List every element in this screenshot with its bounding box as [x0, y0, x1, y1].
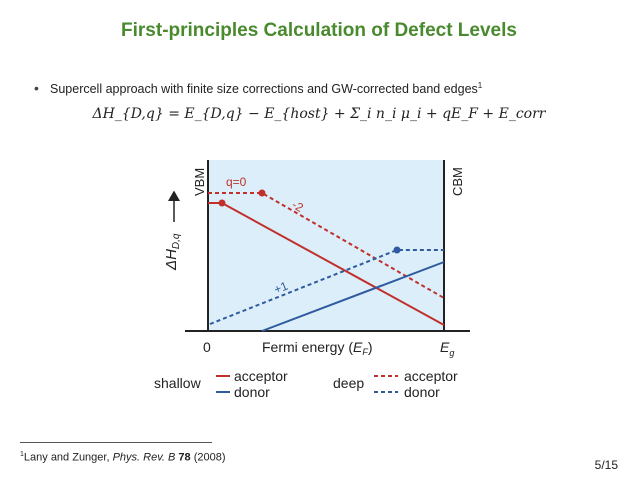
shallow-acceptor-transition-point: [218, 199, 226, 207]
bullet-marker: •: [34, 80, 39, 96]
footnote-year: (2008): [190, 451, 226, 464]
y-axis-label: ΔHD,q: [163, 233, 182, 271]
footnote-volume: 78: [178, 451, 191, 464]
charge-label-plus1: +1: [272, 279, 290, 297]
deep-donor-line: [209, 249, 444, 325]
footnote: 1Lany and Zunger, Phys. Rev. B 78 (2008): [20, 451, 226, 464]
bullet-text-content: Supercell approach with finite size corr…: [50, 82, 478, 97]
bullet-text: Supercell approach with finite size corr…: [50, 81, 482, 96]
slide-title: First-principles Calculation of Defect L…: [121, 20, 517, 41]
footnote-divider: [20, 442, 212, 443]
page-number: 5/15: [594, 458, 618, 472]
legend-shallow-donor-label: donor: [234, 384, 270, 400]
cbm-label: CBM: [450, 167, 465, 196]
vbm-label: VBM: [192, 168, 207, 196]
deep-acceptor-transition-point: [258, 189, 266, 197]
legend-shallow-acceptor-label: acceptor: [234, 368, 288, 384]
formation-energy-equation: ΔH_{D,q} = E_{D,q} − E_{host} + Σ_i n_i …: [92, 106, 546, 122]
legend-deep-label: deep: [333, 375, 364, 391]
legend-deep-donor-label: donor: [404, 384, 440, 400]
footnote-authors: Lany and Zunger,: [23, 451, 113, 464]
shallow-acceptor-line: [221, 202, 445, 326]
x-axis-label: Fermi energy (EF): [262, 339, 373, 357]
footnote-journal: Phys. Rev. B: [112, 451, 179, 464]
x-axis-zero-label: 0: [203, 339, 211, 355]
bullet-ref-marker: 1: [477, 81, 483, 90]
deep-acceptor-line: [208, 192, 445, 299]
footnote-marker: 1: [20, 451, 24, 458]
charge-label-q0: q=0: [226, 175, 247, 189]
legend-deep-acceptor-label: acceptor: [404, 368, 458, 384]
shallow-donor-line: [261, 261, 445, 332]
deep-donor-transition-point: [393, 246, 401, 254]
legend-shallow-label: shallow: [154, 375, 202, 391]
x-axis-gap-label: Eg: [440, 339, 454, 358]
